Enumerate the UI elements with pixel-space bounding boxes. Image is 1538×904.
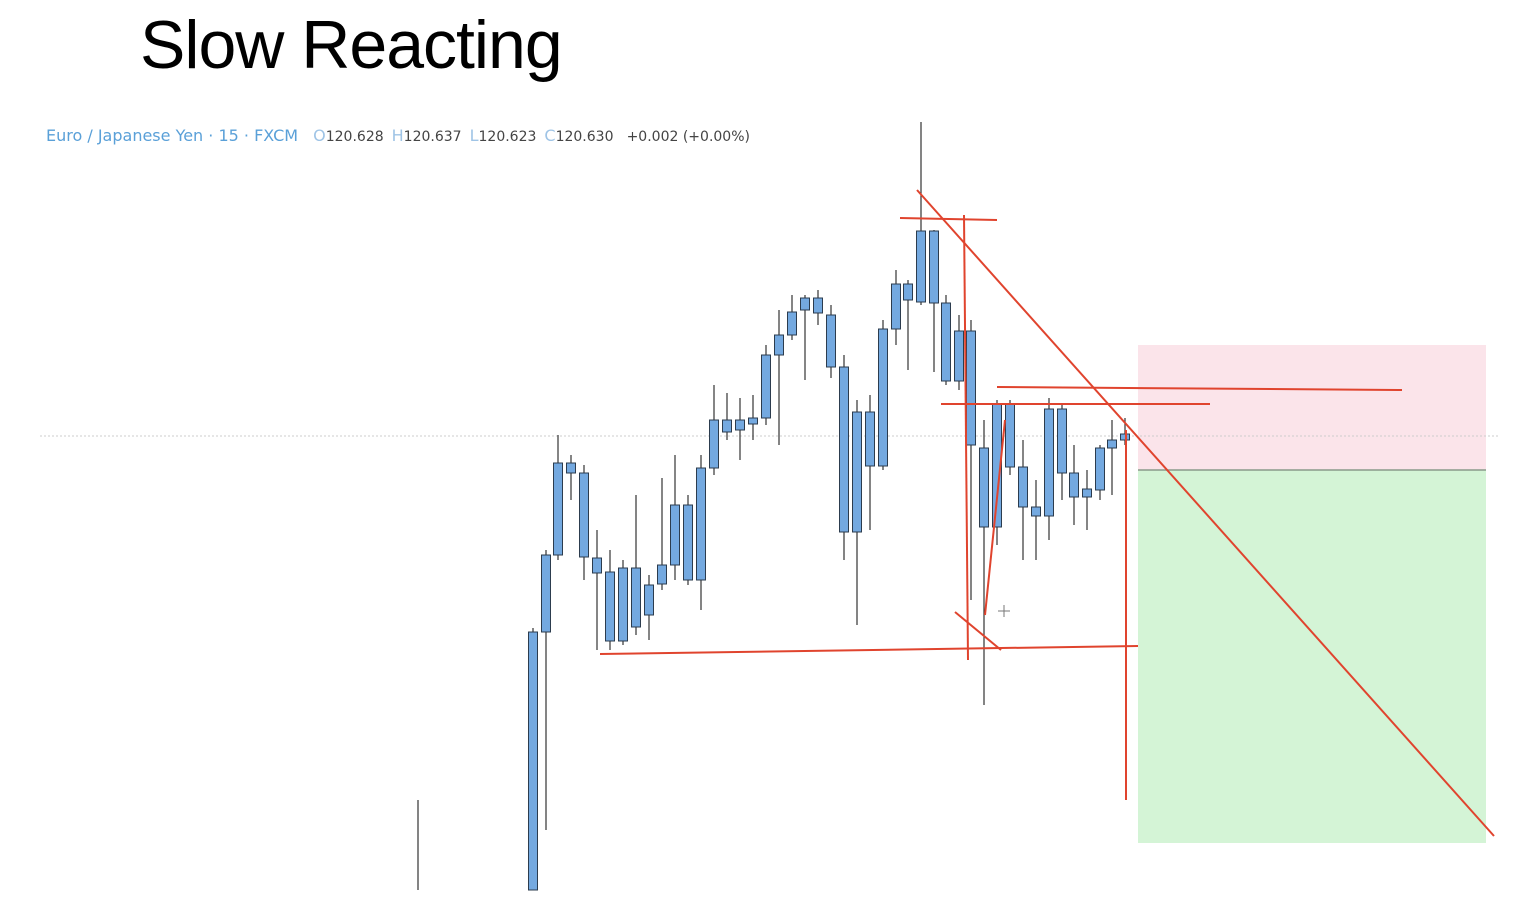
candle-body	[1044, 408, 1054, 517]
candle-body	[878, 328, 888, 467]
candle-body	[748, 417, 758, 425]
candle-body	[1069, 472, 1079, 498]
candle-body	[683, 504, 693, 581]
candle-body	[696, 467, 706, 581]
ohlc-label: C	[544, 126, 556, 145]
candle-body	[735, 419, 745, 431]
ohlc-label: H	[391, 126, 404, 145]
ohlc-value: 120.637	[403, 129, 462, 145]
candle-body	[979, 447, 989, 528]
ohlc: O120.628 H120.637 L120.623 C120.630	[313, 126, 621, 145]
candle-body	[903, 283, 913, 301]
level-line	[996, 386, 1403, 391]
mark-line	[954, 611, 1002, 651]
cursor	[998, 605, 1010, 617]
candle-body	[929, 230, 939, 304]
chart-header: Euro / Japanese Yen · 15 · FXCM O120.628…	[46, 126, 758, 145]
candle-body	[839, 366, 849, 533]
candle-body	[1018, 466, 1028, 508]
candle-body	[916, 230, 926, 303]
candle-body	[579, 472, 589, 558]
candle-body	[954, 330, 964, 382]
candle-body	[553, 462, 563, 556]
ohlc-value: 120.630	[555, 129, 614, 145]
candle-body	[1031, 506, 1041, 517]
candle-body	[631, 567, 641, 628]
symbol: Euro / Japanese Yen · 15 · FXCM	[46, 126, 299, 145]
loss-zone	[1138, 345, 1486, 470]
trend-line	[916, 189, 1495, 837]
candle-body	[722, 419, 732, 433]
mark-line	[984, 419, 1006, 616]
candle-body	[657, 564, 667, 585]
change: +0.002 (+0.00%)	[626, 129, 750, 145]
candle-body	[541, 554, 551, 633]
candle-body	[528, 631, 538, 891]
level-line	[899, 217, 998, 221]
candle-body	[787, 311, 797, 336]
candle-body	[1082, 488, 1092, 498]
vertical-line	[963, 214, 969, 661]
candle-body	[800, 297, 810, 311]
candle-body	[670, 504, 680, 566]
candle-body	[566, 462, 576, 474]
candle-body	[941, 302, 951, 382]
candle-body	[1095, 447, 1105, 491]
ohlc-value: 120.628	[325, 129, 384, 145]
ohlc-label: O	[313, 126, 326, 145]
profit-zone	[1138, 470, 1486, 843]
ohlc-value: 120.623	[478, 129, 537, 145]
candle-body	[605, 571, 615, 642]
candle-body	[1107, 439, 1117, 449]
drawings	[599, 189, 1495, 837]
candles	[417, 122, 1130, 891]
candle-body	[761, 354, 771, 419]
candle-body	[865, 411, 875, 467]
candle-body	[774, 334, 784, 356]
candle-body	[813, 297, 823, 314]
support-line	[599, 645, 1139, 655]
candle-body	[644, 584, 654, 616]
slide-title: Slow Reacting	[140, 7, 563, 83]
candle-body	[1005, 403, 1015, 468]
candle-body	[618, 567, 628, 642]
candle-body	[966, 330, 976, 446]
ohlc-label: L	[469, 126, 479, 145]
candle-body	[826, 314, 836, 368]
candle-body	[1057, 408, 1067, 474]
candle-body	[709, 419, 719, 469]
candle-body	[592, 557, 602, 574]
candle-body	[891, 283, 901, 330]
candle-body	[852, 411, 862, 533]
